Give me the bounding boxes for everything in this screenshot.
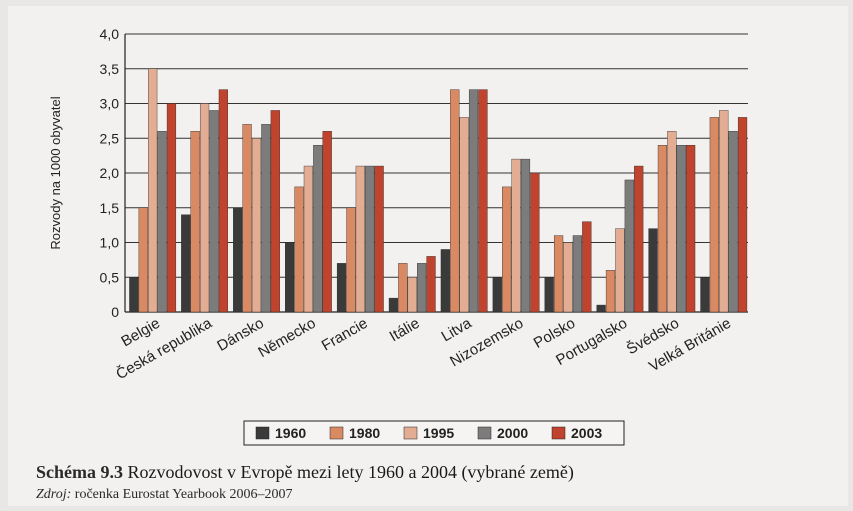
bar-1980-0 [138, 207, 148, 313]
bar-1980-10 [657, 144, 668, 313]
bar-1995-2 [251, 138, 262, 313]
y-tick-label: 0,5 [100, 269, 120, 285]
y-tick-label: 2,5 [100, 130, 120, 146]
legend-label-2000: 2000 [497, 425, 528, 441]
y-tick-label: 4,0 [100, 26, 120, 42]
bar-2003-1 [218, 89, 228, 313]
bar-2000-2 [261, 124, 271, 313]
bar-1995-1 [199, 103, 210, 313]
bar-2003-9 [634, 165, 644, 313]
bar-1960-10 [648, 228, 658, 313]
legend-swatch-1960 [255, 426, 270, 440]
bar-1995-4 [355, 165, 365, 313]
legend-label-1995: 1995 [423, 425, 454, 441]
legend-swatch-1980 [329, 426, 344, 440]
bar-1995-9 [615, 228, 625, 313]
bar-1995-8 [563, 242, 573, 313]
bar-1980-5 [398, 263, 408, 313]
bar-1960-0 [129, 277, 139, 313]
bar-2000-9 [624, 179, 634, 313]
bar-2000-6 [468, 89, 479, 313]
bar-1960-5 [388, 297, 399, 313]
figure-caption: Schéma 9.3 Rozvodovost v Evropě mezi let… [36, 462, 574, 483]
y-tick-label: 1,0 [100, 235, 120, 251]
x-tick-label: Francie [319, 315, 371, 355]
figure-source-label: Zdroj: [36, 487, 72, 502]
bar-1960-2 [233, 207, 243, 313]
bar-2003-7 [530, 172, 540, 313]
bar-2000-0 [157, 131, 167, 313]
bar-2000-10 [676, 144, 686, 313]
bar-2000-8 [572, 235, 582, 313]
bar-1995-5 [407, 277, 417, 313]
bar-2003-3 [322, 131, 332, 313]
bar-1980-9 [605, 270, 616, 313]
bar-1995-0 [148, 68, 158, 313]
legend-label-1980: 1980 [349, 425, 380, 441]
bar-1995-11 [719, 110, 729, 313]
bar-1960-11 [700, 277, 710, 313]
bar-2003-2 [270, 110, 280, 313]
figure-source: Zdroj: ročenka Eurostat Yearbook 2006–20… [36, 487, 293, 503]
bar-2003-6 [478, 89, 488, 313]
x-tick-label: Litva [439, 314, 476, 345]
y-tick-label: 2,0 [100, 165, 120, 181]
bar-2003-5 [426, 256, 436, 313]
x-tick-label: Itálie [387, 315, 423, 346]
bar-1995-10 [667, 131, 677, 313]
bar-1960-4 [336, 263, 347, 313]
y-tick-label: 3,5 [100, 61, 120, 77]
y-tick-label: 0 [111, 304, 119, 320]
bar-1960-1 [181, 214, 191, 313]
bar-2000-5 [417, 263, 427, 313]
bar-2003-8 [582, 221, 592, 313]
y-tick-label: 3,0 [100, 96, 120, 112]
y-axis-label: Rozvody na 1000 obyvatel [48, 96, 63, 249]
figure-caption-text: Rozvodovost v Evropě mezi lety 1960 a 20… [127, 462, 574, 482]
figure-source-text: ročenka Eurostat Yearbook 2006–2007 [74, 487, 293, 502]
bar-1995-7 [511, 158, 521, 313]
bar-1960-6 [440, 249, 450, 313]
bar-1960-3 [285, 242, 295, 313]
bar-1960-9 [596, 304, 606, 313]
bar-1980-3 [294, 186, 304, 313]
bar-1980-7 [502, 186, 512, 313]
bar-2003-11 [737, 117, 748, 313]
legend-swatch-1995 [403, 426, 418, 440]
bar-2003-0 [166, 103, 177, 313]
bar-2003-4 [374, 165, 384, 313]
bar-1980-8 [553, 235, 564, 313]
bar-1980-4 [346, 207, 356, 313]
bar-2000-11 [728, 131, 738, 313]
y-tick-label: 1,5 [100, 200, 120, 216]
bar-2000-4 [365, 165, 375, 313]
bar-chart: 0 0,5 1,0 1,5 2,0 2,5 3,0 3,5 4,0 Rozvody na 1000… [48, 26, 748, 446]
bar-2003-10 [686, 144, 696, 313]
bar-1980-11 [709, 117, 719, 313]
x-tick-label: Německo [255, 315, 318, 361]
bar-1980-1 [190, 131, 200, 313]
bar-1995-6 [459, 117, 469, 313]
legend-label-2003: 2003 [571, 425, 602, 441]
figure-caption-label: Schéma 9.3 [36, 462, 123, 482]
bar-1980-2 [242, 124, 252, 313]
bar-1960-8 [544, 277, 554, 313]
book-page: 0 0,5 1,0 1,5 2,0 2,5 3,0 3,5 4,0 Rozvody na 1000… [8, 6, 848, 506]
bar-1995-3 [303, 165, 314, 313]
bar-2000-7 [520, 158, 531, 313]
bar-1980-6 [450, 89, 460, 313]
bar-2000-3 [313, 144, 323, 313]
bar-2000-1 [209, 110, 219, 313]
bar-1960-7 [492, 277, 502, 313]
legend-swatch-2000 [477, 426, 492, 440]
legend-swatch-2003 [551, 426, 566, 440]
legend-label-1960: 1960 [275, 425, 306, 441]
